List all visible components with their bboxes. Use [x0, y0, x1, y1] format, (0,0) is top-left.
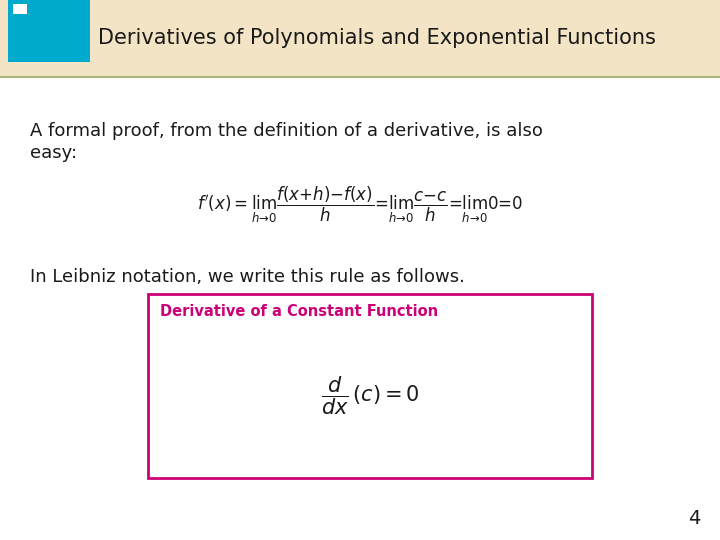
Text: A formal proof, from the definition of a derivative, is also: A formal proof, from the definition of a… [30, 122, 543, 140]
Text: In Leibniz notation, we write this rule as follows.: In Leibniz notation, we write this rule … [30, 268, 465, 286]
Bar [0, 0, 720, 77]
Bar [13, 4, 27, 14]
Text: easy:: easy: [30, 144, 77, 162]
Text: Derivative of a Constant Function: Derivative of a Constant Function [160, 304, 438, 319]
Text: Derivatives of Polynomials and Exponential Functions: Derivatives of Polynomials and Exponenti… [98, 29, 656, 49]
Text: $f'(x) = \lim_{h\to 0}\dfrac{f(x+h)-f(x)}{h} = \lim_{h\to 0}\dfrac{c-c}{h} = \li: $f'(x) = \lim_{h\to 0}\dfrac{f(x+h)-f(x)… [197, 185, 523, 225]
Text: $\dfrac{d}{dx}\,(c) = 0$: $\dfrac{d}{dx}\,(c) = 0$ [320, 375, 420, 417]
Bar [8, 0, 90, 62]
Bar [148, 294, 592, 478]
Text: 4: 4 [688, 509, 700, 528]
